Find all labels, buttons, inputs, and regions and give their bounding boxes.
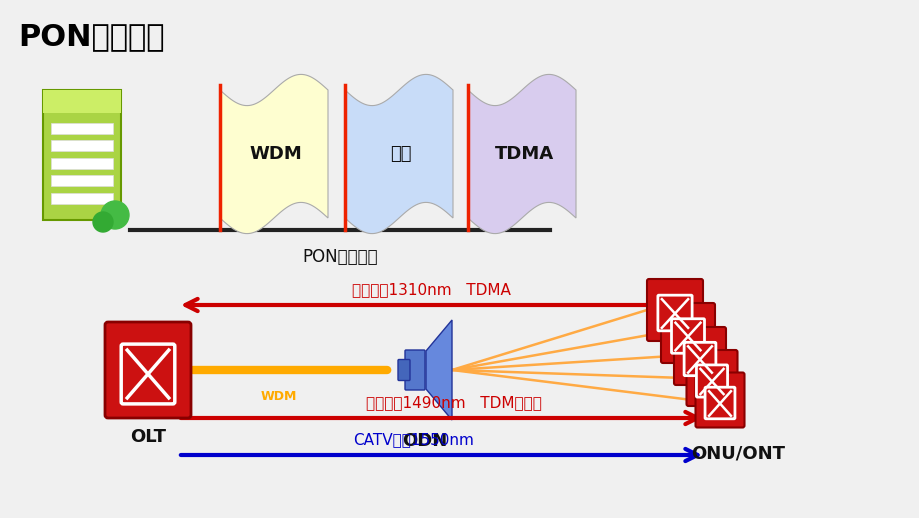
Text: 数据上行1310nm   TDMA: 数据上行1310nm TDMA — [352, 282, 510, 297]
FancyBboxPatch shape — [43, 90, 121, 220]
Circle shape — [93, 212, 113, 232]
FancyBboxPatch shape — [695, 372, 743, 427]
FancyBboxPatch shape — [646, 279, 702, 341]
Text: 广播: 广播 — [390, 145, 412, 163]
FancyBboxPatch shape — [704, 387, 734, 419]
Text: 数据下行1490nm   TDM、广播: 数据下行1490nm TDM、广播 — [366, 395, 541, 410]
FancyBboxPatch shape — [404, 350, 425, 390]
FancyBboxPatch shape — [51, 175, 113, 186]
FancyBboxPatch shape — [121, 344, 175, 404]
FancyBboxPatch shape — [660, 303, 714, 363]
Polygon shape — [345, 75, 452, 234]
FancyBboxPatch shape — [51, 193, 113, 204]
FancyBboxPatch shape — [51, 122, 113, 134]
FancyBboxPatch shape — [43, 90, 121, 113]
FancyBboxPatch shape — [657, 295, 691, 331]
Text: OLT: OLT — [130, 428, 165, 446]
FancyBboxPatch shape — [398, 359, 410, 381]
Text: CATV下行1550nm: CATV下行1550nm — [353, 432, 474, 447]
Text: PON的三要素: PON的三要素 — [301, 248, 378, 266]
Polygon shape — [468, 75, 575, 234]
FancyBboxPatch shape — [684, 342, 715, 376]
Text: WDM: WDM — [260, 390, 297, 403]
Polygon shape — [220, 75, 328, 234]
FancyBboxPatch shape — [686, 350, 737, 406]
FancyBboxPatch shape — [51, 157, 113, 169]
FancyBboxPatch shape — [674, 327, 725, 385]
Text: TDMA: TDMA — [494, 145, 553, 163]
Text: WDM: WDM — [250, 145, 302, 163]
FancyBboxPatch shape — [105, 322, 191, 418]
Polygon shape — [425, 320, 451, 420]
Text: PON复用原理: PON复用原理 — [18, 22, 165, 51]
Circle shape — [101, 201, 129, 229]
FancyBboxPatch shape — [696, 365, 727, 397]
FancyBboxPatch shape — [51, 140, 113, 151]
Text: ODN: ODN — [402, 432, 448, 450]
FancyBboxPatch shape — [671, 319, 704, 353]
Text: ONU/ONT: ONU/ONT — [690, 445, 784, 463]
